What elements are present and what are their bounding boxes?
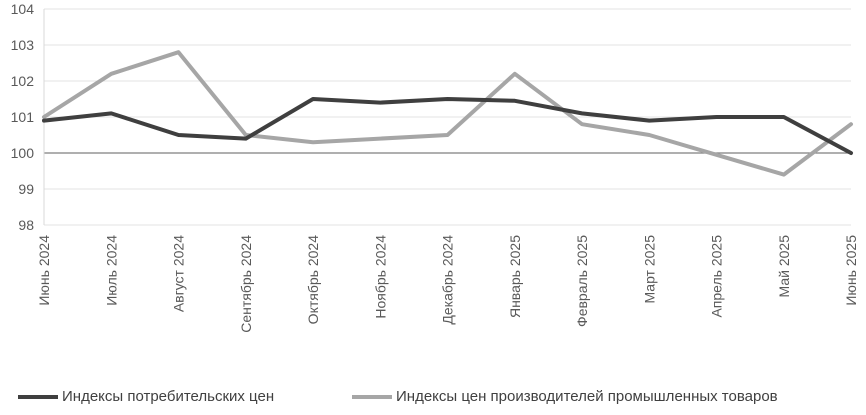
y-tick-label: 101: [11, 109, 35, 125]
y-tick-label: 100: [11, 145, 35, 161]
legend-item-cpi: Индексы потребительских цен: [18, 388, 274, 405]
series-lines: [42, 50, 853, 177]
series-line-ppi: [42, 50, 853, 177]
y-tick-label: 102: [11, 73, 35, 89]
series-line-cpi: [42, 97, 853, 155]
x-tick-label: Июль 2024: [103, 235, 119, 306]
y-tick-label: 104: [11, 1, 35, 17]
legend: Индексы потребительских цен Индексы цен …: [0, 388, 866, 412]
gridlines: [44, 8, 851, 226]
legend-label-cpi: Индексы потребительских цен: [62, 388, 275, 405]
y-tick-label: 99: [18, 181, 34, 197]
x-tick-label: Декабрь 2024: [440, 235, 456, 325]
x-tick-label: Ноябрь 2024: [372, 235, 388, 319]
y-tick-labels: 98 99 100 101 102 103 104: [11, 1, 35, 233]
x-tick-label: Июнь 2024: [36, 235, 52, 306]
x-tick-label: Август 2024: [171, 235, 187, 312]
legend-label-ppi: Индексы цен производителей промышленных …: [396, 388, 778, 405]
legend-item-ppi: Индексы цен производителей промышленных …: [352, 388, 778, 405]
x-tick-label: Февраль 2025: [574, 235, 590, 327]
legend-swatch-ppi: [352, 394, 392, 399]
x-tick-labels: Июнь 2024 Июль 2024 Август 2024 Сентябрь 20…: [36, 235, 859, 333]
line-chart: 98 99 100 101 102 103 104 Июнь 2024 Июль 2024 Ав…: [11, 1, 859, 333]
y-tick-label: 98: [18, 217, 34, 233]
x-tick-label: Май 2025: [776, 235, 792, 298]
legend-swatch-cpi: [18, 394, 58, 399]
x-tick-label: Сентябрь 2024: [238, 235, 254, 333]
y-tick-label: 103: [11, 37, 35, 53]
x-tick-label: Июнь 2025: [843, 235, 859, 306]
x-tick-label: Март 2025: [641, 235, 657, 304]
x-tick-label: Январь 2025: [507, 235, 523, 318]
x-tick-label: Октябрь 2024: [305, 235, 321, 325]
x-tick-label: Апрель 2025: [709, 235, 725, 318]
